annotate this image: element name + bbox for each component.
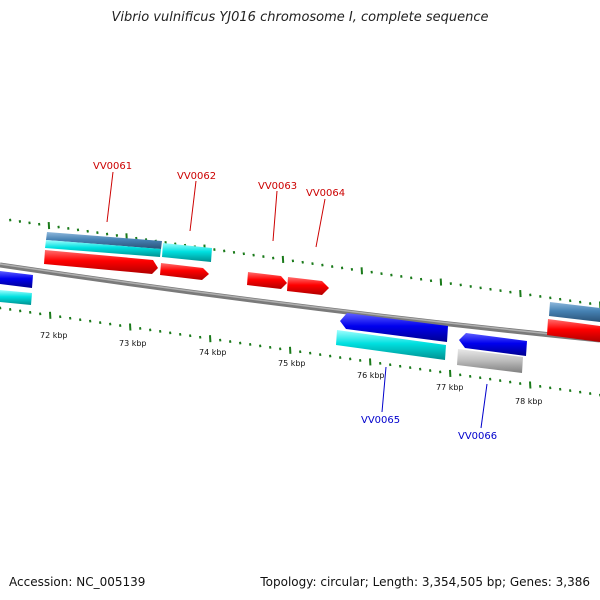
leader-line-vv0064 — [315, 198, 326, 248]
gene-label-vv0061: VV0061 — [93, 161, 132, 172]
genome-backbone — [0, 262, 600, 343]
gene-arrow-vv0064 — [287, 277, 329, 295]
gene-label-vv0063: VV0063 — [258, 181, 297, 192]
tick-label-72kbp: 72 kbp — [40, 331, 68, 340]
cyan-feature-vv0061 — [45, 240, 161, 257]
leader-line-vv0061 — [106, 171, 114, 223]
bottom-tick-ring — [0, 306, 600, 397]
gray-feature-vv0066 — [457, 349, 523, 373]
leader-line-vv0065 — [381, 366, 387, 413]
gene-arrow-vv0066 — [459, 333, 527, 356]
accession-text: Accession: NC_005139 — [9, 575, 146, 589]
gene-arrow-vv0063 — [247, 272, 287, 289]
tick-label-77kbp: 77 kbp — [436, 383, 464, 392]
tick-label-76kbp: 76 kbp — [357, 371, 385, 380]
tick-label-73kbp: 73 kbp — [119, 339, 147, 348]
map-title: Vibrio vulnificus YJ016 chromosome I, co… — [111, 10, 489, 25]
tick-label-74kbp: 74 kbp — [199, 348, 227, 357]
leader-line-vv0063 — [272, 190, 278, 242]
gene-arrow-vv0062 — [160, 263, 209, 280]
leader-line-vv0062 — [189, 180, 197, 232]
gene-label-vv0064: VV0064 — [306, 188, 345, 199]
top-tick-ring — [9, 218, 600, 309]
steel-feature-edge-right — [549, 302, 600, 322]
blue-feature-edge-left — [0, 271, 33, 288]
summary-text: Topology: circular; Length: 3,354,505 bp… — [260, 575, 590, 589]
leader-line-vv0066 — [480, 383, 488, 429]
cyan-feature-vv0065 — [336, 330, 446, 360]
gene-label-vv0065: VV0065 — [361, 415, 400, 426]
gene-label-vv0066: VV0066 — [458, 431, 497, 442]
genome-backbone-highlight — [0, 263, 600, 340]
steel-feature-vv0061 — [46, 232, 162, 249]
gene-arrow-vv0065 — [340, 313, 448, 342]
red-feature-edge-right — [547, 319, 600, 342]
cyan-feature-vv0062 — [162, 243, 212, 262]
gene-label-vv0062: VV0062 — [177, 171, 216, 182]
tick-label-78kbp: 78 kbp — [515, 397, 543, 406]
cyan-feature-edge-left — [0, 290, 32, 305]
tick-label-75kbp: 75 kbp — [278, 359, 306, 368]
gene-arrow-vv0061 — [44, 250, 158, 274]
